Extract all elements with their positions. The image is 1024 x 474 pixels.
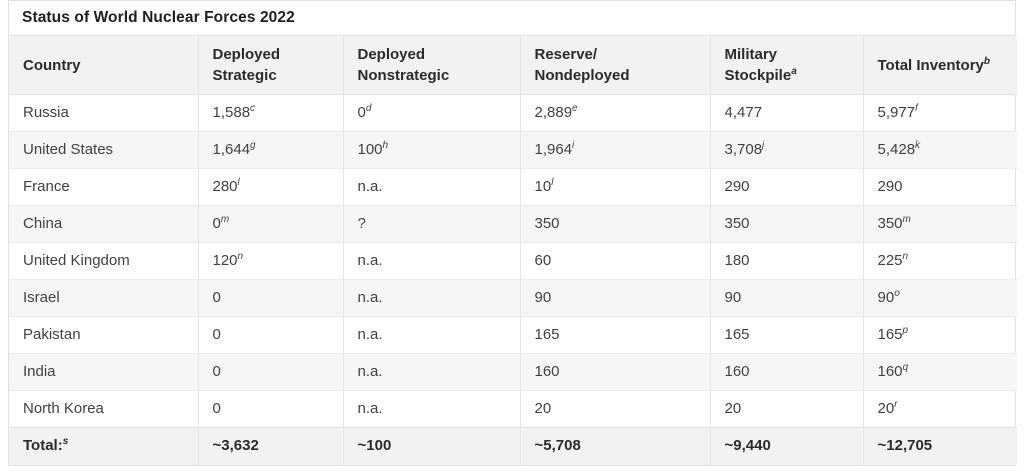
military-stockpile-cell: 90 [710, 279, 864, 317]
country-row: North Korea 0 n.a. 20 20 20r [9, 390, 1017, 428]
deployed-strategic-cell: 0 [198, 279, 344, 317]
total-inventory-cell: 90o [863, 279, 1017, 317]
table-header: Country Deployed Strategic Deployed Nons… [9, 36, 1017, 95]
reserve-nondeployed-cell: 60 [520, 242, 711, 280]
country-cell: United Kingdom [9, 242, 199, 280]
deployed-nonstrategic-cell: n.a. [343, 168, 521, 206]
military-stockpile-cell: 3,708j [710, 131, 864, 169]
country-cell: India [9, 353, 199, 391]
total-deployed-strategic-cell: ~3,632 [198, 427, 344, 465]
total-inventory-cell: ~12,705 [863, 427, 1017, 465]
military-stockpile-cell: 165 [710, 316, 864, 354]
military-stockpile-cell: 350 [710, 205, 864, 243]
deployed-nonstrategic-cell: 100h [343, 131, 521, 169]
reserve-nondeployed-cell: 10l [520, 168, 711, 206]
reserve-nondeployed-cell: 2,889e [520, 94, 711, 132]
total-reserve-nondeployed-cell: ~5,708 [520, 427, 711, 465]
total-inventory-cell: 160q [863, 353, 1017, 391]
country-cell: China [9, 205, 199, 243]
deployed-strategic-cell: 0 [198, 390, 344, 428]
total-inventory-cell: 5,977f [877, 103, 918, 122]
military-stockpile-cell: 160 [710, 353, 864, 391]
page-title: Status of World Nuclear Forces 2022 [22, 9, 295, 26]
table-body: Russia 1,588c 0d 2,889e 4,477 5,977f Uni… [9, 94, 1017, 428]
deployed-nonstrategic-cell: n.a. [343, 390, 521, 428]
deployed-strategic-cell: 0 [198, 353, 344, 391]
total-label-cell: Total:s [9, 427, 199, 465]
col-header-deployed-nonstrategic: Deployed Nonstrategic [343, 36, 521, 95]
col-header-reserve-nondeployed: Reserve/ Nondeployed [520, 36, 711, 95]
deployed-strategic-cell: 1,588c [198, 94, 344, 132]
country-row: China 0m ? 350 350 350m [9, 205, 1017, 243]
country-row: United States 1,644g 100h 1,964i 3,708j … [9, 131, 1017, 169]
total-inventory-cell: 225n [863, 242, 1017, 280]
deployed-nonstrategic-cell: n.a. [343, 353, 521, 391]
country-cell: North Korea [9, 390, 199, 428]
country-row: Israel 0 n.a. 90 90 90o [9, 279, 1017, 317]
deployed-nonstrategic-cell: n.a. [343, 242, 521, 280]
deployed-nonstrategic-cell: 0d [343, 94, 521, 132]
col-header-country: Country [9, 36, 199, 95]
country-cell: France [9, 168, 199, 206]
nuclear-forces-table: Country Deployed Strategic Deployed Nons… [9, 36, 1017, 465]
reserve-nondeployed-cell: 20 [520, 390, 711, 428]
country-row: United Kingdom 120n n.a. 60 180 225n [9, 242, 1017, 280]
military-stockpile-cell: 4,477 [710, 94, 864, 132]
nuclear-forces-table-card: Status of World Nuclear Forces 2022 Coun… [8, 0, 1017, 466]
col-header-total-inventory: Total Inventoryb [863, 36, 1017, 95]
country-row: India 0 n.a. 160 160 160q [9, 353, 1017, 391]
total-inventory-cell: 5,428k [863, 131, 1017, 169]
country-cell: Pakistan [9, 316, 199, 354]
total-deployed-nonstrategic-cell: ~100 [343, 427, 521, 465]
total-inventory-cell: 350m [863, 205, 1017, 243]
total-inventory-cell: 290 [863, 168, 1017, 206]
reserve-nondeployed-cell: 165 [520, 316, 711, 354]
country-row: France 280l n.a. 10l 290 290 [9, 168, 1017, 206]
deployed-nonstrategic-cell: n.a. [343, 279, 521, 317]
country-row: Russia 1,588c 0d 2,889e 4,477 5,977f [9, 94, 1017, 132]
deployed-nonstrategic-cell: ? [343, 205, 521, 243]
military-stockpile-cell: 20 [710, 390, 864, 428]
reserve-nondeployed-cell: 1,964i [520, 131, 711, 169]
deployed-strategic-cell: 0m [198, 205, 344, 243]
reserve-nondeployed-cell: 160 [520, 353, 711, 391]
country-cell: Russia [9, 94, 199, 132]
deployed-strategic-cell: 1,644g [198, 131, 344, 169]
table-footer: Total:s ~3,632 ~100 ~5,708 ~9,440 ~12,70… [9, 427, 1017, 465]
total-row: Total:s ~3,632 ~100 ~5,708 ~9,440 ~12,70… [9, 427, 1017, 465]
reserve-nondeployed-cell: 350 [520, 205, 711, 243]
deployed-nonstrategic-cell: n.a. [343, 316, 521, 354]
military-stockpile-cell: 180 [710, 242, 864, 280]
header-row: Country Deployed Strategic Deployed Nons… [9, 36, 1017, 95]
country-cell: United States [9, 131, 199, 169]
total-military-stockpile-cell: ~9,440 [710, 427, 864, 465]
col-header-deployed-strategic: Deployed Strategic [198, 36, 344, 95]
deployed-strategic-cell: 280l [198, 168, 344, 206]
total-inventory-cell: 20r [863, 390, 1017, 428]
country-cell: Israel [9, 279, 199, 317]
reserve-nondeployed-cell: 90 [520, 279, 711, 317]
col-header-military-stockpile: Military Stockpilea [710, 36, 864, 95]
deployed-strategic-cell: 0 [198, 316, 344, 354]
total-inventory-cell: 165p [863, 316, 1017, 354]
table-title-bar: Status of World Nuclear Forces 2022 [9, 1, 1015, 36]
deployed-strategic-cell: 120n [198, 242, 344, 280]
country-row: Pakistan 0 n.a. 165 165 165p [9, 316, 1017, 354]
military-stockpile-cell: 290 [710, 168, 864, 206]
